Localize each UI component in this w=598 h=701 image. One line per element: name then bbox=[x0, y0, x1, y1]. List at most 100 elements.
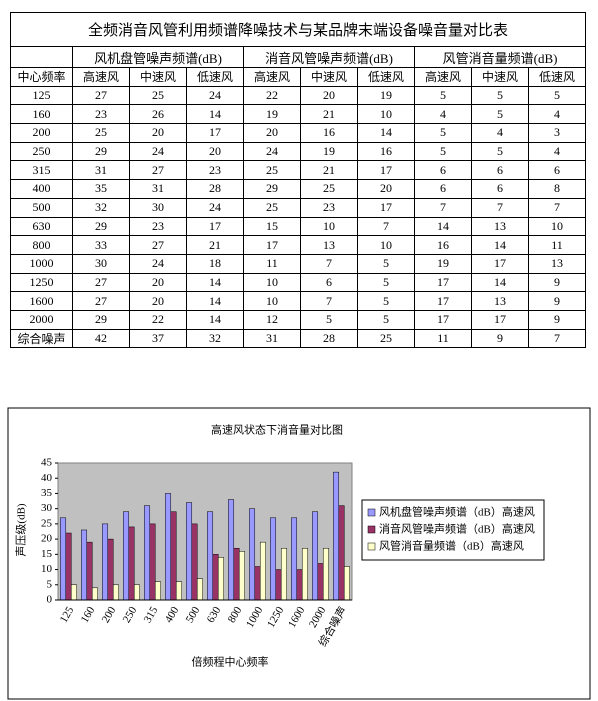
table-row: 全频消音风管利用频谱降噪技术与某品牌末端设备噪音量对比表 bbox=[9, 12, 587, 47]
table-cell: 9 bbox=[471, 328, 529, 349]
group-header: 风机盘管噪声频谱(dB) bbox=[72, 46, 244, 68]
y-tick-label: 25 bbox=[41, 517, 53, 529]
table-row: 综合噪声 42 37 32 31 28 25 11 9 7 bbox=[10, 328, 587, 349]
bar bbox=[291, 517, 298, 601]
bar bbox=[196, 578, 203, 601]
bar bbox=[338, 505, 345, 601]
table-cell: 31 bbox=[243, 328, 301, 349]
bar bbox=[212, 554, 219, 601]
y-tick-label: 5 bbox=[47, 578, 53, 590]
bar bbox=[91, 587, 98, 601]
table-row: 1250 27 20 14 10 6 5 17 14 9 bbox=[10, 272, 587, 293]
table-cell: 8 bbox=[527, 179, 587, 199]
bar bbox=[296, 569, 303, 601]
table-cell: 32 bbox=[186, 328, 244, 349]
table-title: 全频消音风管利用频谱降噪技术与某品牌末端设备噪音量对比表 bbox=[9, 12, 587, 47]
column-header: 高速风 bbox=[414, 67, 472, 87]
column-header: 低速风 bbox=[357, 67, 415, 87]
bar bbox=[207, 511, 214, 601]
comparison-table: 全频消音风管利用频谱降噪技术与某品牌末端设备噪音量对比表 风机盘管噪声频谱(dB)… bbox=[9, 12, 587, 349]
table-cell: 25 bbox=[129, 85, 187, 106]
bar bbox=[60, 517, 67, 601]
legend-label: 风机盘管噪声频谱（dB）高速风 bbox=[379, 505, 535, 519]
y-tick-label: 10 bbox=[41, 563, 53, 575]
table-row: 500 32 30 24 25 23 17 7 7 7 bbox=[10, 197, 587, 218]
bar bbox=[228, 499, 235, 601]
y-tick-label: 45 bbox=[41, 457, 53, 469]
y-tick-label: 30 bbox=[41, 502, 53, 514]
y-axis-label: 声压级(dB) bbox=[14, 503, 28, 556]
table-cell: 42 bbox=[72, 328, 130, 349]
bar bbox=[343, 566, 350, 601]
bar bbox=[102, 523, 109, 601]
bar bbox=[280, 547, 287, 601]
bar bbox=[322, 547, 329, 601]
table-cell: 14 bbox=[186, 272, 244, 293]
table-cell: 17 bbox=[414, 309, 472, 330]
legend-label: 风管消音量频谱（dB）高速风 bbox=[379, 539, 524, 553]
column-header: 中速风 bbox=[129, 67, 187, 87]
bar bbox=[312, 511, 319, 601]
table-cell: 17 bbox=[471, 309, 529, 330]
bar bbox=[317, 563, 324, 601]
bar bbox=[175, 581, 182, 601]
bar bbox=[133, 584, 140, 601]
bar bbox=[154, 581, 161, 601]
legend-swatch bbox=[367, 525, 376, 534]
y-tick-label: 20 bbox=[41, 533, 53, 545]
table-cell: 13 bbox=[471, 291, 529, 311]
column-header: 低速风 bbox=[527, 67, 587, 87]
table-cell: 23 bbox=[72, 104, 130, 125]
y-tick-label: 35 bbox=[41, 487, 53, 499]
bar bbox=[333, 471, 340, 601]
row-label: 800 bbox=[10, 235, 73, 255]
row-label: 400 bbox=[10, 179, 73, 199]
legend-swatch bbox=[367, 542, 376, 551]
bar bbox=[275, 569, 282, 601]
table-cell: 7 bbox=[527, 197, 587, 218]
column-header: 高速风 bbox=[72, 67, 130, 87]
group-header: 风管消音量频谱(dB) bbox=[413, 46, 587, 68]
table-cell: 7 bbox=[527, 328, 587, 349]
table-cell: 20 bbox=[186, 141, 244, 162]
bar bbox=[233, 547, 240, 601]
bar bbox=[259, 541, 266, 601]
table-row: 400 35 31 28 29 25 20 6 6 8 bbox=[10, 179, 587, 199]
y-tick-label: 0 bbox=[47, 594, 53, 606]
table-row: 250 29 24 20 24 19 16 5 5 4 bbox=[10, 141, 587, 162]
bar bbox=[112, 584, 119, 601]
row-label: 1250 bbox=[10, 272, 73, 293]
legend-box bbox=[361, 499, 545, 561]
table-row: 1600 27 20 14 10 7 5 17 13 9 bbox=[10, 291, 587, 311]
table-cell: 24 bbox=[186, 197, 244, 218]
x-axis-label: 倍频程中心频率 bbox=[192, 655, 269, 669]
column-header: 高速风 bbox=[243, 67, 301, 87]
row-label: 综合噪声 bbox=[10, 328, 73, 349]
column-header: 中心频率 bbox=[10, 67, 73, 87]
table-row: 风机盘管噪声频谱(dB) 消音风管噪声频谱(dB) 风管消音量频谱(dB) bbox=[10, 46, 587, 68]
bar bbox=[238, 551, 245, 601]
table-row: 2000 29 22 14 12 5 5 17 17 9 bbox=[10, 309, 587, 330]
table-cell: 13 bbox=[300, 235, 358, 255]
bar bbox=[217, 557, 224, 601]
table-cell: 27 bbox=[72, 85, 130, 106]
table-cell: 29 bbox=[72, 141, 130, 162]
table-cell: 16 bbox=[357, 141, 415, 162]
bar bbox=[107, 538, 114, 601]
bar bbox=[301, 547, 308, 601]
bar bbox=[191, 523, 198, 601]
table-row: 160 23 26 14 19 21 10 4 5 4 bbox=[10, 104, 587, 125]
bar bbox=[165, 493, 172, 601]
table-row: 800 33 27 21 17 13 10 16 14 11 bbox=[10, 235, 587, 255]
bar bbox=[86, 541, 93, 601]
bar bbox=[186, 502, 193, 601]
table-row: 1000 30 24 18 11 7 5 19 17 13 bbox=[10, 253, 587, 274]
legend-label: 消音风管噪声频谱（dB）高速风 bbox=[379, 522, 535, 536]
table-cell: 20 bbox=[129, 272, 187, 293]
bar bbox=[149, 523, 156, 601]
bar bbox=[128, 526, 135, 601]
table-row: 630 29 23 17 15 10 7 14 13 10 bbox=[10, 216, 587, 237]
bar bbox=[70, 584, 77, 601]
